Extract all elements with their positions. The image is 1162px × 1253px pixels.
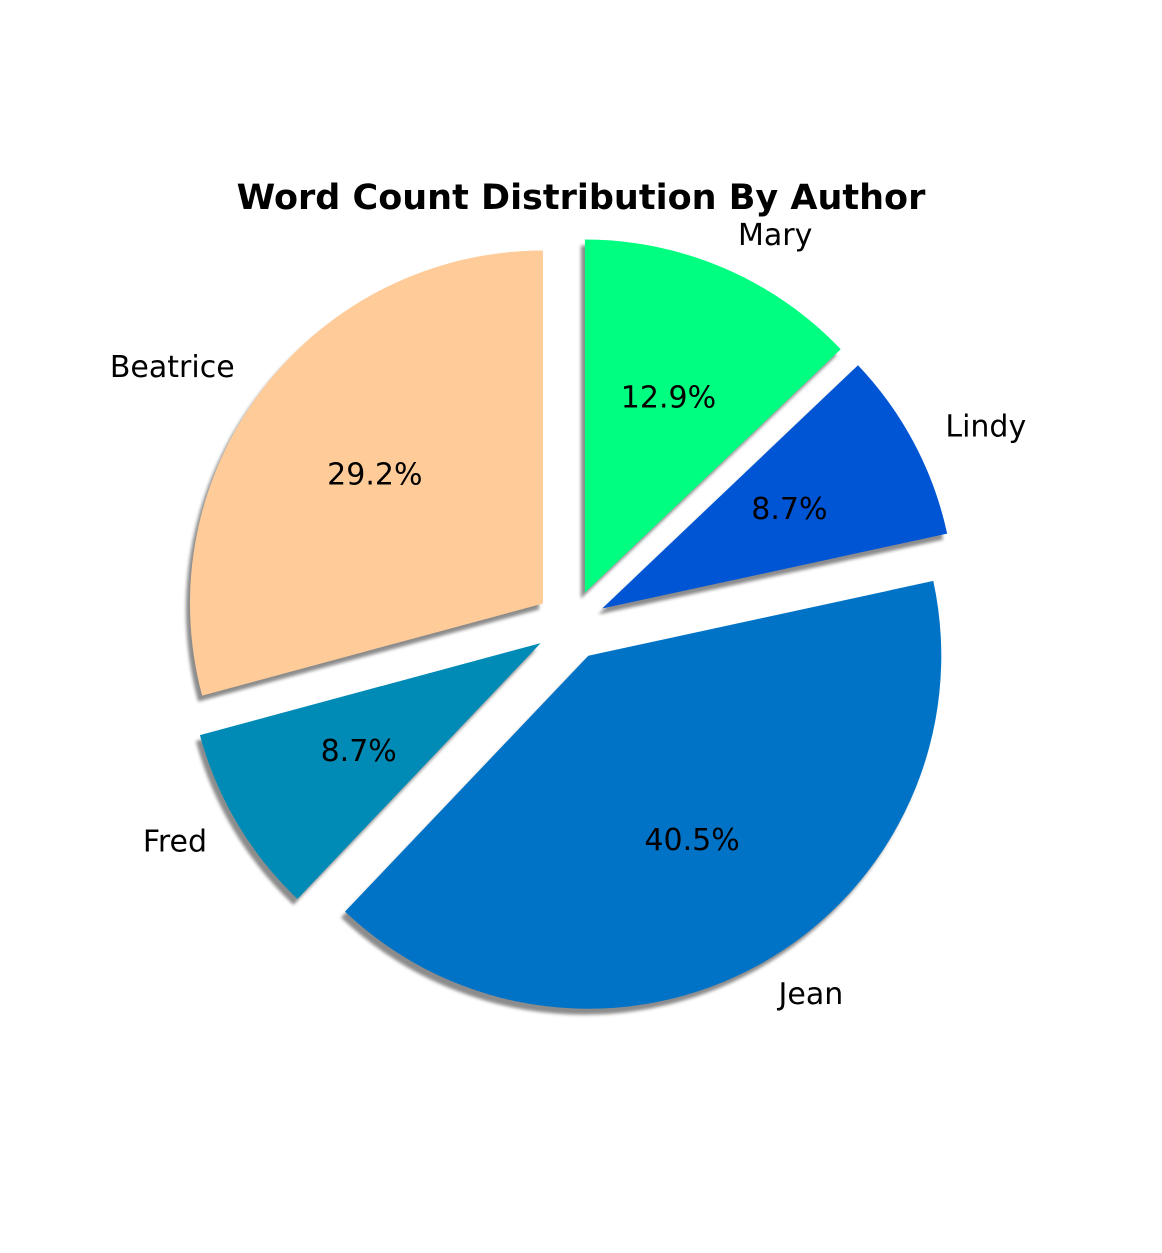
slice-pct-label-mary: 12.9% xyxy=(621,380,716,415)
slice-lindy xyxy=(602,365,948,609)
slice-label-mary: Mary xyxy=(738,218,812,253)
slice-label-beatrice: Beatrice xyxy=(110,350,235,385)
slice-pct-label-fred: 8.7% xyxy=(321,734,397,769)
slice-mary xyxy=(584,239,841,593)
slice-pct-label-beatrice: 29.2% xyxy=(327,457,422,492)
slice-jean xyxy=(345,580,942,1009)
slice-beatrice xyxy=(189,250,543,696)
slice-pct-label-jean: 40.5% xyxy=(644,823,739,858)
slice-label-jean: Jean xyxy=(777,977,844,1012)
slice-label-lindy: Lindy xyxy=(945,409,1026,444)
chart-title: Word Count Distribution By Author xyxy=(237,178,926,218)
slice-fred xyxy=(199,643,541,899)
slice-pct-label-lindy: 8.7% xyxy=(751,492,827,527)
pie-slices xyxy=(189,239,948,1009)
slice-labels: Beatrice 29.2% Fred 8.7% Jean 40.5% Lindy 8.7% M… xyxy=(110,218,1026,1012)
slice-label-fred: Fred xyxy=(143,824,207,859)
